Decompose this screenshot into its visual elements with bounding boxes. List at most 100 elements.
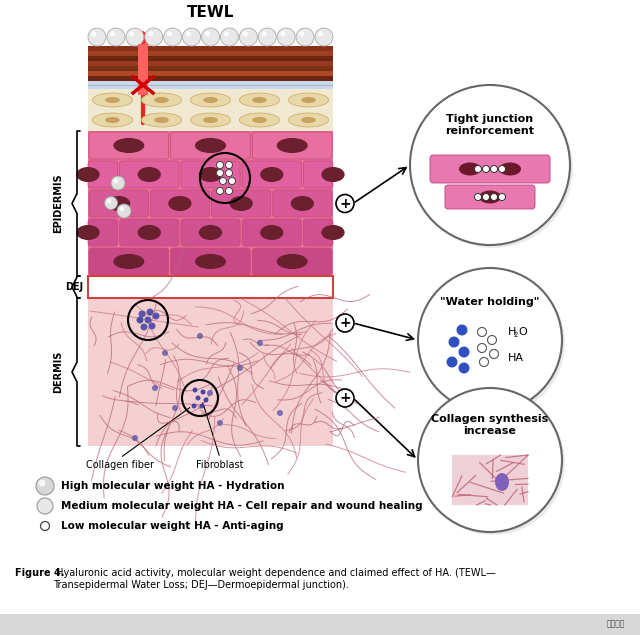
- Bar: [0, 614, 640, 635]
- Circle shape: [336, 194, 354, 213]
- Ellipse shape: [141, 93, 182, 107]
- Ellipse shape: [260, 167, 284, 182]
- Circle shape: [456, 324, 467, 335]
- Ellipse shape: [191, 93, 230, 107]
- Circle shape: [132, 435, 138, 441]
- Circle shape: [216, 187, 223, 194]
- Circle shape: [223, 31, 229, 37]
- FancyBboxPatch shape: [252, 132, 332, 159]
- FancyBboxPatch shape: [242, 161, 301, 188]
- Text: HA: HA: [508, 353, 524, 363]
- Circle shape: [152, 385, 158, 391]
- Ellipse shape: [459, 163, 481, 175]
- FancyBboxPatch shape: [150, 190, 209, 217]
- FancyBboxPatch shape: [171, 132, 250, 159]
- Circle shape: [162, 350, 168, 356]
- Circle shape: [148, 31, 154, 37]
- Ellipse shape: [252, 117, 267, 123]
- Ellipse shape: [168, 196, 191, 211]
- Circle shape: [280, 31, 285, 37]
- Ellipse shape: [141, 113, 182, 127]
- Text: Figure 4.: Figure 4.: [15, 568, 65, 578]
- Circle shape: [145, 28, 163, 46]
- Circle shape: [37, 498, 53, 514]
- Text: "Water holding": "Water holding": [440, 297, 540, 307]
- Circle shape: [277, 28, 295, 46]
- FancyBboxPatch shape: [445, 185, 535, 209]
- Circle shape: [110, 31, 115, 37]
- Ellipse shape: [154, 97, 169, 103]
- Bar: [88, 71, 333, 76]
- Circle shape: [220, 178, 227, 185]
- Circle shape: [479, 358, 488, 366]
- Circle shape: [40, 521, 49, 530]
- Bar: [88, 81, 333, 89]
- Text: Tight junction
reinforcement: Tight junction reinforcement: [445, 114, 534, 136]
- FancyBboxPatch shape: [181, 219, 240, 246]
- Ellipse shape: [195, 254, 226, 269]
- Circle shape: [220, 28, 239, 46]
- Circle shape: [217, 420, 223, 426]
- Ellipse shape: [239, 113, 280, 127]
- Bar: [88, 84, 333, 86]
- Circle shape: [137, 317, 143, 323]
- Ellipse shape: [301, 117, 316, 123]
- FancyBboxPatch shape: [252, 248, 332, 275]
- Circle shape: [318, 31, 324, 37]
- Circle shape: [336, 389, 354, 407]
- Ellipse shape: [276, 138, 308, 153]
- Circle shape: [147, 309, 154, 316]
- Circle shape: [113, 178, 118, 184]
- Text: 2: 2: [514, 332, 518, 338]
- Circle shape: [104, 196, 118, 210]
- Ellipse shape: [113, 138, 145, 153]
- Circle shape: [296, 28, 314, 46]
- Circle shape: [413, 88, 573, 248]
- Text: +: +: [339, 391, 351, 405]
- Ellipse shape: [195, 138, 226, 153]
- Circle shape: [195, 396, 200, 401]
- Circle shape: [200, 403, 205, 408]
- Ellipse shape: [107, 196, 131, 211]
- Circle shape: [141, 323, 147, 330]
- Circle shape: [88, 28, 106, 46]
- Text: Hyaluronic acid activity, molecular weight dependence and claimed effect of HA. : Hyaluronic acid activity, molecular weig…: [53, 568, 496, 590]
- Circle shape: [447, 356, 458, 368]
- Circle shape: [36, 477, 54, 495]
- Circle shape: [205, 31, 210, 37]
- Circle shape: [207, 390, 213, 396]
- Ellipse shape: [154, 117, 169, 123]
- Text: TEWL: TEWL: [187, 5, 234, 20]
- Circle shape: [474, 194, 481, 201]
- Circle shape: [107, 28, 125, 46]
- Circle shape: [483, 166, 490, 173]
- Ellipse shape: [230, 196, 253, 211]
- Circle shape: [107, 199, 111, 203]
- Text: O: O: [518, 327, 527, 337]
- Text: Fibroblast: Fibroblast: [196, 460, 244, 470]
- Text: Medium molecular weight HA - Cell repair and wound healing: Medium molecular weight HA - Cell repair…: [61, 501, 422, 511]
- Text: 企业供图: 企业供图: [607, 620, 625, 629]
- Circle shape: [336, 314, 354, 332]
- Circle shape: [474, 166, 481, 173]
- Circle shape: [499, 166, 506, 173]
- FancyBboxPatch shape: [171, 248, 250, 275]
- Circle shape: [499, 194, 506, 201]
- Circle shape: [167, 31, 172, 37]
- Circle shape: [225, 161, 232, 168]
- Circle shape: [315, 28, 333, 46]
- Bar: [88, 76, 333, 81]
- Circle shape: [300, 31, 305, 37]
- Bar: [88, 46, 333, 51]
- Ellipse shape: [203, 97, 218, 103]
- Text: High molecular weight HA - Hydration: High molecular weight HA - Hydration: [61, 481, 285, 491]
- FancyBboxPatch shape: [273, 190, 332, 217]
- FancyBboxPatch shape: [242, 219, 301, 246]
- Ellipse shape: [138, 225, 161, 240]
- FancyBboxPatch shape: [88, 161, 118, 188]
- Circle shape: [477, 328, 486, 337]
- Ellipse shape: [105, 97, 120, 103]
- Ellipse shape: [92, 113, 132, 127]
- Circle shape: [228, 178, 236, 185]
- Ellipse shape: [76, 167, 100, 182]
